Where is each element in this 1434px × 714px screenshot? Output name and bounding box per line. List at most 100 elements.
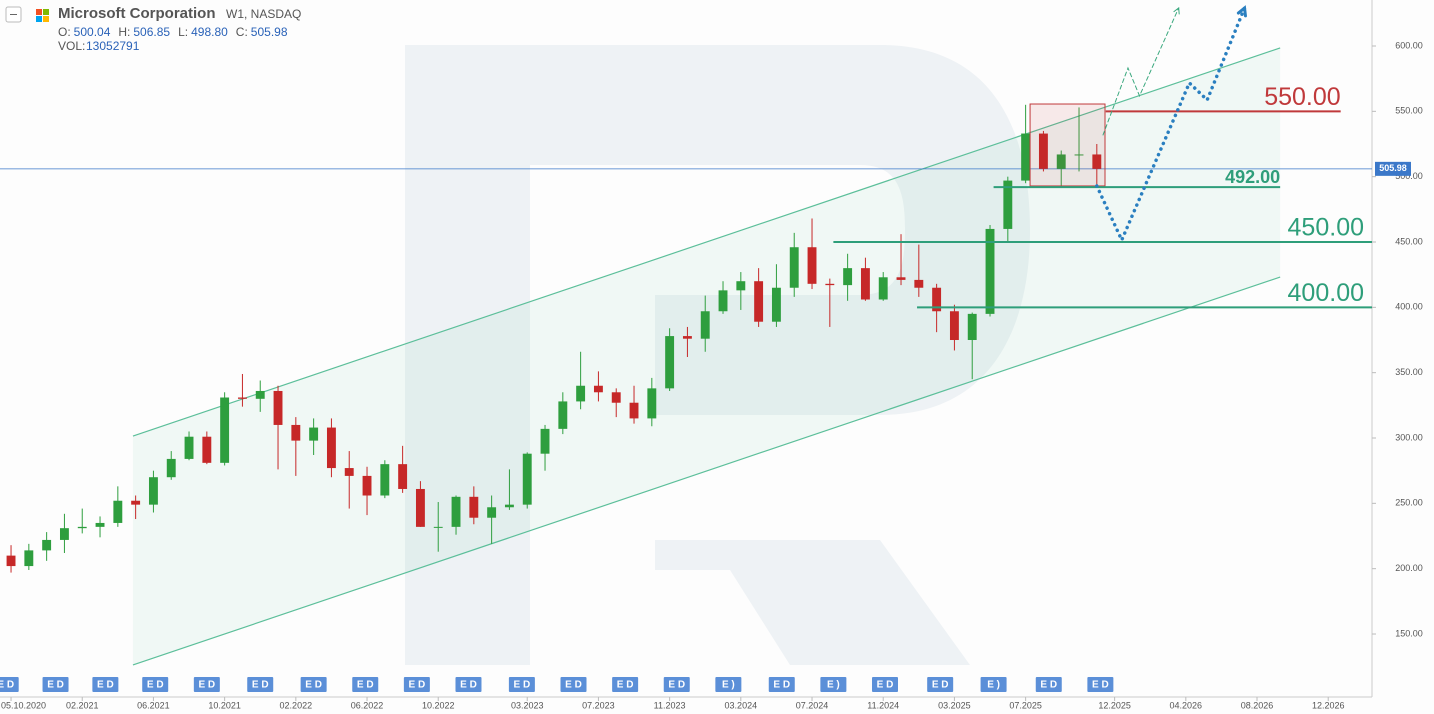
candle-body [540, 428, 550, 454]
candle-body [807, 247, 817, 284]
candle-body [148, 477, 158, 505]
candle-body [985, 228, 995, 314]
event-label: E D [773, 680, 790, 691]
candle-body [433, 526, 443, 528]
candle-body [273, 390, 283, 425]
event-label: E ) [722, 680, 735, 691]
candle-body [1038, 133, 1048, 169]
candle-body [309, 427, 319, 441]
quote-name: O: [58, 25, 71, 39]
x-tick-label: 05.10.2020 [1, 700, 46, 710]
event-label: E D [252, 680, 269, 691]
candle-body [682, 336, 692, 339]
candle-body [736, 281, 746, 291]
event-marker [92, 677, 119, 692]
x-tick-label: 12.2025 [1098, 700, 1131, 710]
candle-body [291, 424, 301, 441]
candle-body [611, 392, 621, 403]
logo [43, 16, 49, 22]
candle-body [647, 388, 657, 419]
event-label: E D [47, 680, 64, 691]
event-marker [927, 677, 954, 692]
candle-body [967, 313, 977, 341]
event-label: E ) [987, 680, 1000, 691]
quote-value: 500.04 [74, 25, 111, 39]
volume-value: 13052791 [86, 39, 140, 53]
event-marker [0, 677, 19, 692]
x-tick-label: 12.2026 [1312, 700, 1345, 710]
candle-body [504, 504, 514, 508]
candle-body [95, 522, 105, 527]
quote-value: 505.98 [251, 25, 288, 39]
x-tick-label: 07.2023 [582, 700, 615, 710]
x-tick-label: 10.2021 [208, 700, 241, 710]
candle-body [558, 401, 568, 429]
candle-body [487, 507, 497, 518]
candle-body [1092, 154, 1102, 169]
candle-body [1056, 154, 1066, 169]
event-label: E D [97, 680, 114, 691]
symbol-title: Microsoft Corporation [58, 5, 216, 22]
event-marker [872, 677, 899, 692]
event-label: E D [617, 680, 634, 691]
y-tick-label: 250.00 [1395, 498, 1423, 508]
candle-body [576, 385, 586, 402]
event-marker [142, 677, 169, 692]
event-marker [768, 677, 795, 692]
event-marker [247, 677, 274, 692]
x-tick-label: 11.2024 [867, 700, 899, 710]
x-tick-label: 11.2023 [654, 700, 686, 710]
event-marker [980, 677, 1007, 692]
symbol-subtitle: W1, NASDAQ [226, 7, 301, 21]
candle-body [77, 526, 87, 529]
event-marker [403, 677, 430, 692]
candle-body [202, 436, 212, 463]
header: Microsoft Corporation W1, NASDAQ VOL: 13… [5, 5, 301, 53]
x-tick-label: 07.2024 [796, 700, 829, 710]
quote-name: H: [118, 25, 130, 39]
candle-body [166, 458, 176, 478]
candle-body [237, 397, 247, 399]
candle-body [629, 402, 639, 419]
x-tick-label: 03.2024 [725, 700, 758, 710]
event-marker [1035, 677, 1062, 692]
event-marker [820, 677, 847, 692]
event-label: E D [147, 680, 164, 691]
event-marker [612, 677, 639, 692]
event-label: E D [1040, 680, 1057, 691]
x-tick-label: 07.2025 [1009, 700, 1042, 710]
candle-body [451, 496, 461, 527]
candle-body [878, 277, 888, 300]
candle-body [42, 539, 52, 551]
event-label: E D [409, 680, 426, 691]
channel-line [132, 276, 1281, 666]
event-label: E ) [827, 680, 840, 691]
last-price-tag [1375, 161, 1411, 176]
event-marker [560, 677, 587, 692]
y-tick-label: 450.00 [1395, 236, 1423, 246]
forecast-arrowhead [1236, 5, 1247, 18]
logo [36, 9, 42, 15]
candle-body [1074, 154, 1084, 156]
event-marker [42, 677, 69, 692]
logo [36, 16, 42, 22]
candle-body [896, 277, 906, 280]
candle-body [131, 500, 141, 505]
quote-value: 498.80 [191, 25, 228, 39]
y-tick-label: 600.00 [1395, 40, 1423, 50]
candle-body [932, 287, 942, 312]
candle-body [220, 397, 230, 463]
y-tick-label: 400.00 [1395, 302, 1423, 312]
candle-body [860, 268, 870, 300]
event-marker [455, 677, 482, 692]
event-label: E D [0, 680, 14, 691]
candle-body [949, 311, 959, 341]
level-label: 550.00 [1264, 83, 1340, 111]
event-label: E D [198, 680, 215, 691]
event-label: E D [1092, 680, 1109, 691]
y-tick-label: 500.00 [1395, 171, 1423, 181]
event-marker [508, 677, 535, 692]
candle-body [1003, 180, 1013, 229]
quote-name: C: [236, 25, 248, 39]
y-tick-label: 550.00 [1395, 106, 1423, 116]
